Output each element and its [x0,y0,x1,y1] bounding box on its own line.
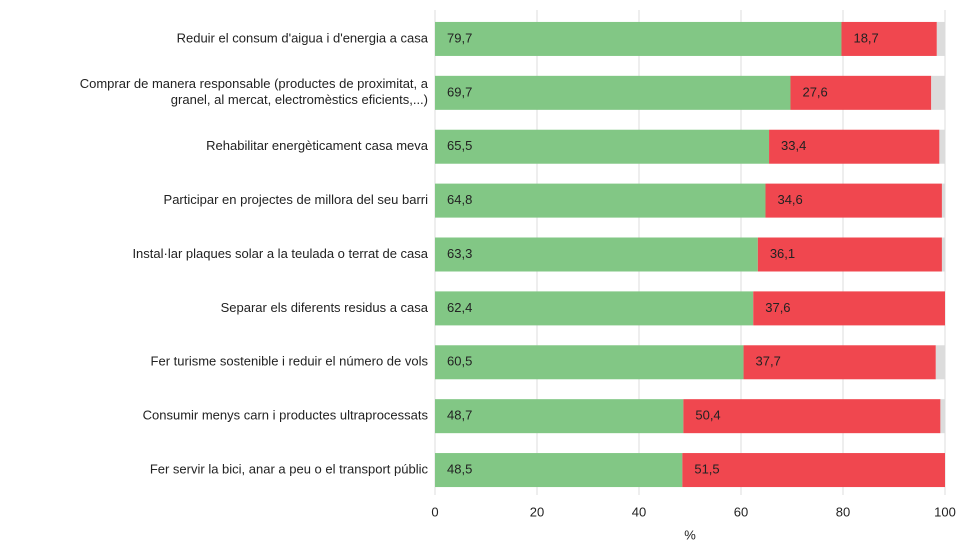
y-tick-label: Comprar de manera responsable (productes… [80,76,429,107]
data-label: 48,7 [447,408,472,423]
bar-segment [940,399,945,434]
data-label: 34,6 [777,192,802,207]
data-label: 69,7 [447,84,472,99]
x-tick-label: 100 [934,504,956,519]
bar-segment [936,21,945,56]
bar-segment [435,237,758,272]
data-label: 79,7 [447,30,472,45]
bar-segment [743,345,936,380]
x-tick-label: 20 [530,504,544,519]
x-tick-label: 80 [836,504,850,519]
data-label: 37,6 [765,300,790,315]
bar-segment [435,129,770,164]
data-label: 36,1 [770,246,795,261]
y-tick-label: Rehabilitar energèticament casa meva [206,138,429,153]
data-label: 50,4 [695,408,720,423]
data-label: 64,8 [447,192,472,207]
data-label: 51,5 [694,461,719,476]
bar-segment [941,237,945,272]
data-label: 65,5 [447,138,472,153]
x-tick-label: 40 [632,504,646,519]
y-tick-label: Consumir menys carn i productes ultrapro… [143,408,429,423]
bar-segment [765,183,942,218]
bar-segment [939,129,945,164]
bar-segment [753,291,945,326]
bar-segment [435,453,683,488]
bar-segment [435,75,791,110]
bar-segment [935,345,945,380]
bar-segment [683,399,941,434]
data-label: 27,6 [802,84,827,99]
y-tick-label: Reduir el consum d'aigua i d'energia a c… [177,30,429,45]
y-tick-label: Instal·lar plaques solar a la teulada o … [132,246,428,261]
bar-segment [941,183,945,218]
bar-segment [790,75,932,110]
data-label: 48,5 [447,461,472,476]
bar-segment [435,291,754,326]
data-label: 60,5 [447,354,472,369]
bar-segment [757,237,942,272]
data-label: 62,4 [447,300,472,315]
y-tick-label: Fer turisme sostenible i reduir el númer… [151,354,429,369]
data-label: 33,4 [781,138,806,153]
data-label: 18,7 [853,30,878,45]
y-tick-label: Participar en projectes de millora del s… [164,192,429,207]
y-tick-label: Fer servir la bici, anar a peu o el tran… [150,461,429,476]
bar-segment [841,21,937,56]
x-tick-label: 0 [431,504,438,519]
bar-segment [435,183,766,218]
bar-segment [769,129,940,164]
data-label: 37,7 [756,354,781,369]
x-tick-label: 60 [734,504,748,519]
bar-segment [435,345,744,380]
y-tick-label: Separar els diferents residus a casa [221,300,429,315]
bar-segment [682,453,945,488]
bar-segment [435,21,842,56]
bar-segment [931,75,945,110]
bar-segment [435,399,684,434]
data-label: 63,3 [447,246,472,261]
x-axis-label: % [684,527,696,542]
